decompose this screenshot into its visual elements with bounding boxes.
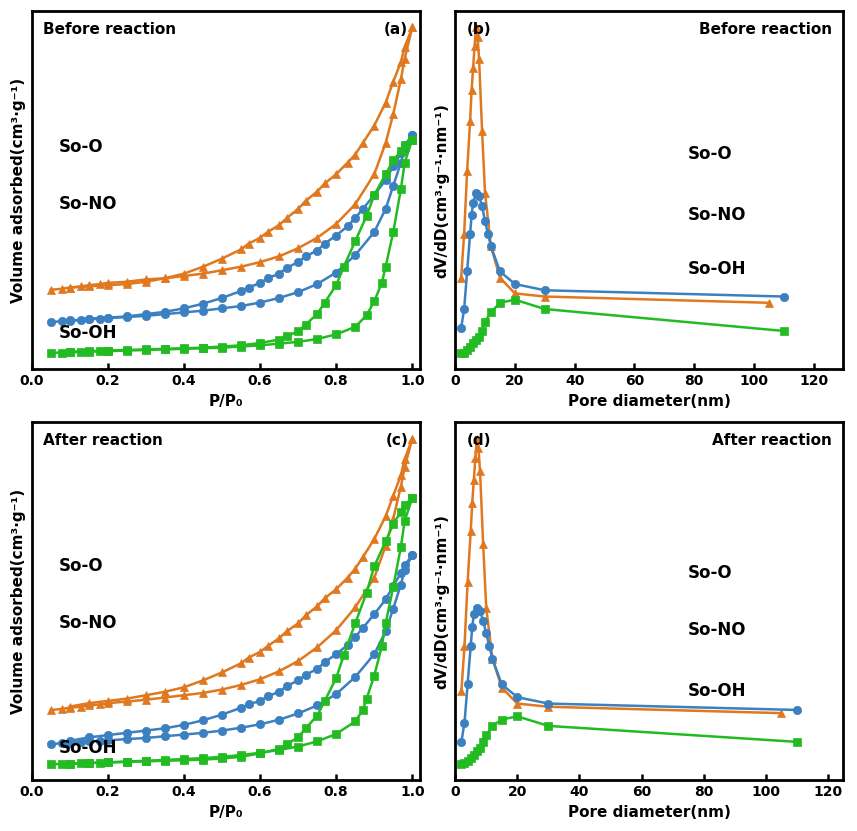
- X-axis label: P/P₀: P/P₀: [208, 394, 243, 409]
- Text: After reaction: After reaction: [44, 433, 163, 448]
- Text: So-NO: So-NO: [59, 195, 117, 214]
- Text: So-NO: So-NO: [688, 621, 746, 639]
- Text: (a): (a): [384, 22, 408, 37]
- Text: After reaction: After reaction: [712, 433, 832, 448]
- Text: So-OH: So-OH: [688, 682, 746, 700]
- Text: (d): (d): [467, 433, 491, 448]
- X-axis label: P/P₀: P/P₀: [208, 805, 243, 820]
- Text: So-O: So-O: [688, 145, 733, 164]
- Y-axis label: Volume adsorbed(cm³·g⁻¹): Volume adsorbed(cm³·g⁻¹): [11, 489, 26, 714]
- Text: So-O: So-O: [59, 138, 104, 156]
- Text: So-O: So-O: [59, 557, 104, 575]
- Text: (b): (b): [467, 22, 491, 37]
- Text: So-OH: So-OH: [59, 324, 117, 342]
- Text: So-NO: So-NO: [59, 614, 117, 632]
- Y-axis label: dV/dD(cm³·g⁻¹·nm⁻¹): dV/dD(cm³·g⁻¹·nm⁻¹): [434, 514, 450, 689]
- Text: So-OH: So-OH: [59, 740, 117, 757]
- X-axis label: Pore diameter(nm): Pore diameter(nm): [568, 394, 731, 409]
- Y-axis label: dV/dD(cm³·g⁻¹·nm⁻¹): dV/dD(cm³·g⁻¹·nm⁻¹): [434, 103, 450, 278]
- Text: So-O: So-O: [688, 563, 733, 582]
- Y-axis label: Volume adsorbed(cm³·g⁻¹): Volume adsorbed(cm³·g⁻¹): [11, 77, 26, 302]
- Text: (c): (c): [386, 433, 408, 448]
- Text: So-OH: So-OH: [688, 260, 746, 278]
- Text: Before reaction: Before reaction: [698, 22, 832, 37]
- Text: So-NO: So-NO: [688, 206, 746, 224]
- X-axis label: Pore diameter(nm): Pore diameter(nm): [568, 805, 731, 820]
- Text: Before reaction: Before reaction: [44, 22, 177, 37]
